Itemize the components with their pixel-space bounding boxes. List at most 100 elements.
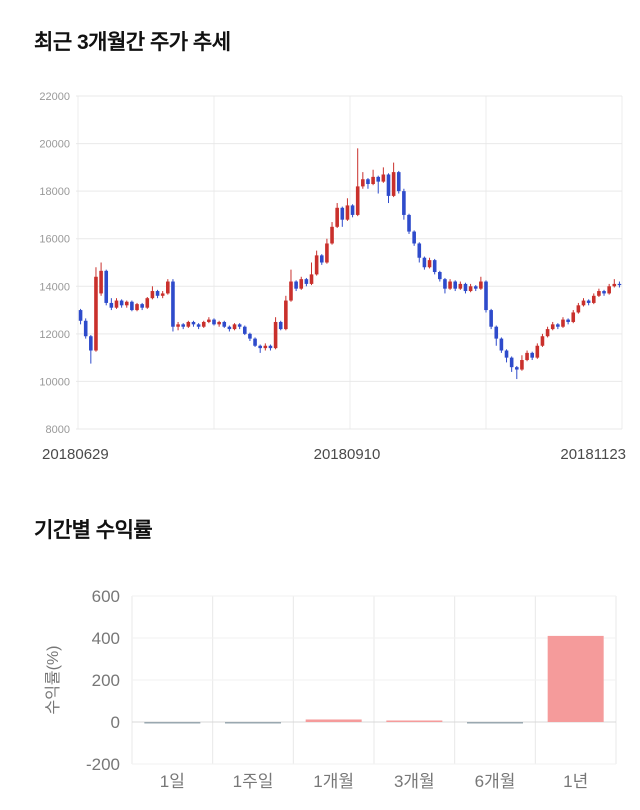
x-category-label: 6개월 (475, 772, 516, 791)
candle-body (135, 304, 139, 311)
price-chart-title: 최근 3개월간 주가 추세 (34, 31, 231, 54)
y-axis-label: 수익률(%) (44, 645, 62, 714)
candle-body (109, 302, 114, 308)
candle-body (545, 329, 550, 337)
candle-body (612, 283, 617, 287)
candle-body (78, 310, 83, 321)
candle-body (458, 283, 463, 289)
x-category-label: 1일 (160, 772, 185, 791)
candle-body (104, 270, 109, 303)
candle-body (453, 281, 458, 289)
candle-body (535, 345, 540, 358)
price-candlestick-chart: 8000 10000 12000 14000 16000 18000 20000 22000 (39, 91, 623, 436)
candle-body (232, 324, 237, 330)
candle-body (571, 312, 576, 322)
y-tick-label: 12000 (39, 329, 70, 341)
candle-body (314, 255, 319, 275)
candle-body (602, 291, 606, 294)
y-tick-label: 0 (111, 713, 120, 732)
y-tick-label: 16000 (39, 234, 70, 246)
candle-body (556, 324, 560, 327)
candle-body (258, 345, 262, 349)
candle-body (227, 326, 232, 330)
return-bar (305, 719, 362, 722)
candle-body (186, 321, 191, 327)
candle-body (181, 324, 186, 327)
candle-body (581, 300, 586, 306)
candle-body (150, 291, 155, 299)
candle-body (530, 352, 534, 358)
candle-body (576, 305, 581, 313)
candle-body (417, 243, 422, 258)
candle-body (273, 321, 278, 349)
candle-body (361, 179, 365, 187)
candle-body (514, 367, 519, 370)
candle-body (566, 319, 570, 322)
candle-body (94, 276, 98, 351)
candle-body (160, 293, 165, 296)
candle-body (289, 281, 293, 301)
candle-body (520, 360, 524, 370)
candle-body (237, 324, 242, 327)
x-tick-label-end: 20181123 (560, 446, 626, 463)
candle-body (591, 295, 596, 303)
return-bar (144, 722, 201, 724)
y-tick-label: 14000 (39, 281, 70, 293)
y-tick-label: 600 (92, 587, 120, 606)
candle-body (166, 281, 170, 294)
candle-body (371, 176, 375, 185)
candle-body (124, 301, 129, 306)
candle-body (263, 345, 268, 349)
y-tick-label: 20000 (39, 139, 70, 151)
candle-body (586, 300, 591, 303)
price-chart-x-axis: 20180629 20180910 20181123 (0, 446, 640, 468)
x-category-label: 1년 (563, 772, 588, 791)
candle-body (617, 283, 622, 286)
candle-body (130, 301, 134, 311)
candle-body (145, 298, 150, 308)
candle-body (89, 336, 93, 351)
candle-body (99, 270, 103, 294)
candle-body (345, 205, 350, 220)
candle-body (427, 260, 432, 268)
candle-body (140, 304, 144, 308)
candle-body (304, 279, 309, 284)
candle-body (309, 274, 314, 284)
candle-body (479, 281, 483, 289)
candle-body (330, 226, 334, 244)
candle-body (473, 286, 478, 289)
return-bar (467, 722, 523, 724)
y-tick-label: 400 (92, 629, 120, 648)
candle-body (597, 291, 601, 296)
candle-body (509, 357, 514, 368)
candle-body (217, 321, 221, 325)
return-bar (225, 722, 281, 724)
candle-body (201, 321, 206, 327)
candle-body (561, 319, 565, 327)
returns-chart-title: 기간별 수익률 (34, 519, 153, 542)
candle-body (83, 320, 88, 337)
candle-body (366, 179, 370, 185)
y-tick-label: 10000 (39, 376, 70, 388)
candle-body (278, 321, 283, 330)
candle-body (396, 172, 401, 192)
candle-body (489, 310, 493, 327)
candle-body (422, 257, 427, 268)
candle-body (468, 286, 473, 292)
candle-body (386, 174, 391, 196)
candle-body (438, 272, 442, 280)
x-category-label: 1개월 (313, 772, 354, 791)
candle-body (335, 207, 339, 227)
y-tick-label: 8000 (46, 424, 70, 436)
candle-body (294, 281, 298, 289)
returns-bar-chart: 600 400 200 0 -200 1일 1주일 1개월 3개월 6개월 1년 수익률(%) (44, 587, 617, 791)
candle-body (340, 207, 345, 220)
candle-body (443, 279, 447, 289)
candle-body (350, 205, 355, 215)
candle-body (242, 326, 247, 334)
candle-body (499, 338, 504, 351)
candle-body (325, 243, 329, 263)
candle-body (171, 281, 175, 327)
candle-body (550, 324, 555, 330)
